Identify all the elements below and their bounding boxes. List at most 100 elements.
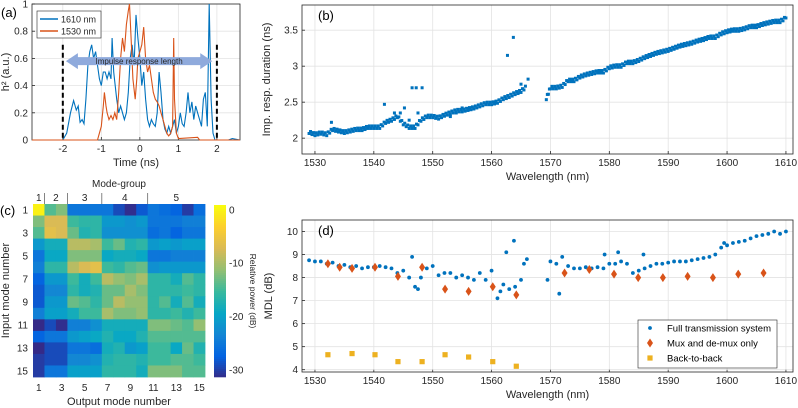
x-tick-label: 1550: [422, 158, 445, 169]
x-tick-label: 1: [36, 383, 42, 394]
data-point: [554, 87, 558, 91]
heatmap-cell: [136, 261, 149, 274]
heatmap-cell: [193, 353, 206, 366]
data-point: [575, 78, 579, 82]
data-point: [416, 123, 420, 127]
colorbar-segment: [214, 255, 226, 258]
heatmap-cell: [90, 365, 103, 378]
heatmap-cell: [55, 215, 68, 228]
data-point: [410, 126, 414, 130]
heatmap-cell: [124, 319, 137, 332]
heatmap-cell: [101, 215, 114, 228]
data-point: [768, 19, 772, 23]
heatmap-cell: [78, 284, 91, 297]
data-point: [666, 49, 670, 53]
data-point: [766, 231, 771, 236]
heatmap-cell: [147, 261, 160, 274]
heatmap-cell: [159, 319, 171, 332]
data-point: [635, 273, 642, 283]
data-point: [434, 116, 438, 120]
data-point: [618, 63, 622, 67]
data-point: [601, 71, 605, 75]
heatmap-cell: [67, 365, 80, 378]
heatmap-cell: [101, 353, 114, 366]
data-point: [307, 131, 311, 135]
heatmap-cell: [33, 353, 45, 366]
x-tick-label: 1610: [775, 376, 798, 387]
colorbar-segment: [214, 321, 226, 324]
data-point: [607, 261, 612, 266]
data-point: [557, 86, 561, 90]
heatmap-cell: [55, 365, 68, 378]
data-point: [674, 44, 678, 48]
x-tick-label: 1: [176, 144, 182, 155]
data-point: [360, 266, 364, 271]
x-tick-label: 1530: [304, 376, 327, 387]
data-point: [507, 95, 511, 99]
heatmap-cell: [67, 284, 80, 297]
heatmap-cell: [136, 227, 149, 239]
data-point: [345, 131, 349, 135]
heatmap-cell: [159, 215, 171, 228]
data-point: [551, 87, 555, 91]
data-point: [342, 263, 347, 267]
data-point: [467, 106, 471, 110]
data-point: [429, 113, 433, 117]
heatmap-cell: [124, 365, 137, 378]
heatmap-cell: [136, 215, 149, 228]
data-point: [713, 36, 717, 40]
heatmap-cell: [170, 353, 183, 366]
y-tick-label: 0.4: [14, 81, 28, 92]
data-point: [441, 112, 445, 116]
heatmap-cell: [170, 284, 183, 297]
heatmap-cell: [147, 227, 160, 239]
x-tick-label: 1530: [304, 158, 327, 169]
data-point: [339, 131, 343, 135]
heatmap-cell: [44, 250, 57, 263]
data-point: [718, 31, 722, 35]
heatmap-cell: [170, 215, 183, 228]
heatmap-cell: [193, 296, 206, 309]
heatmap-cell: [159, 238, 171, 251]
data-point: [631, 62, 635, 66]
data-point: [504, 97, 508, 101]
data-point: [719, 33, 723, 37]
data-point: [636, 268, 641, 273]
colorbar-segment: [214, 315, 226, 318]
data-point: [442, 271, 447, 275]
heatmap-cell: [78, 273, 91, 286]
data-point: [500, 96, 504, 100]
data-point: [752, 26, 756, 30]
data-point-outlier: [526, 77, 530, 81]
data-point: [472, 277, 476, 282]
data-point: [586, 265, 593, 275]
x-tick-label: 1580: [598, 158, 621, 169]
data-point: [638, 56, 642, 60]
heatmap-cell: [170, 238, 183, 251]
data-point: [731, 29, 735, 33]
heatmap-cell: [44, 296, 57, 309]
data-point: [556, 84, 560, 88]
data-point: [637, 60, 641, 64]
data-point: [391, 116, 395, 120]
data-point: [330, 260, 335, 265]
heatmap-cell: [67, 273, 80, 286]
y-axis-label: h² (a.u.): [0, 53, 12, 92]
data-point: [413, 284, 417, 289]
heatmap-cell: [193, 227, 206, 239]
data-point: [722, 32, 726, 36]
data-point: [395, 359, 401, 365]
heatmap-cell: [78, 319, 91, 332]
data-point: [513, 284, 518, 289]
heatmap-cell: [55, 307, 68, 320]
data-point: [766, 22, 770, 26]
heatmap-cell: [170, 227, 183, 239]
x-tick-label: 1610: [775, 158, 798, 169]
heatmap-cell: [90, 215, 103, 228]
data-point: [454, 275, 459, 280]
colorbar-segment: [214, 373, 226, 376]
data-point: [615, 63, 619, 67]
heatmap-cell: [193, 365, 206, 378]
data-point: [757, 25, 761, 29]
